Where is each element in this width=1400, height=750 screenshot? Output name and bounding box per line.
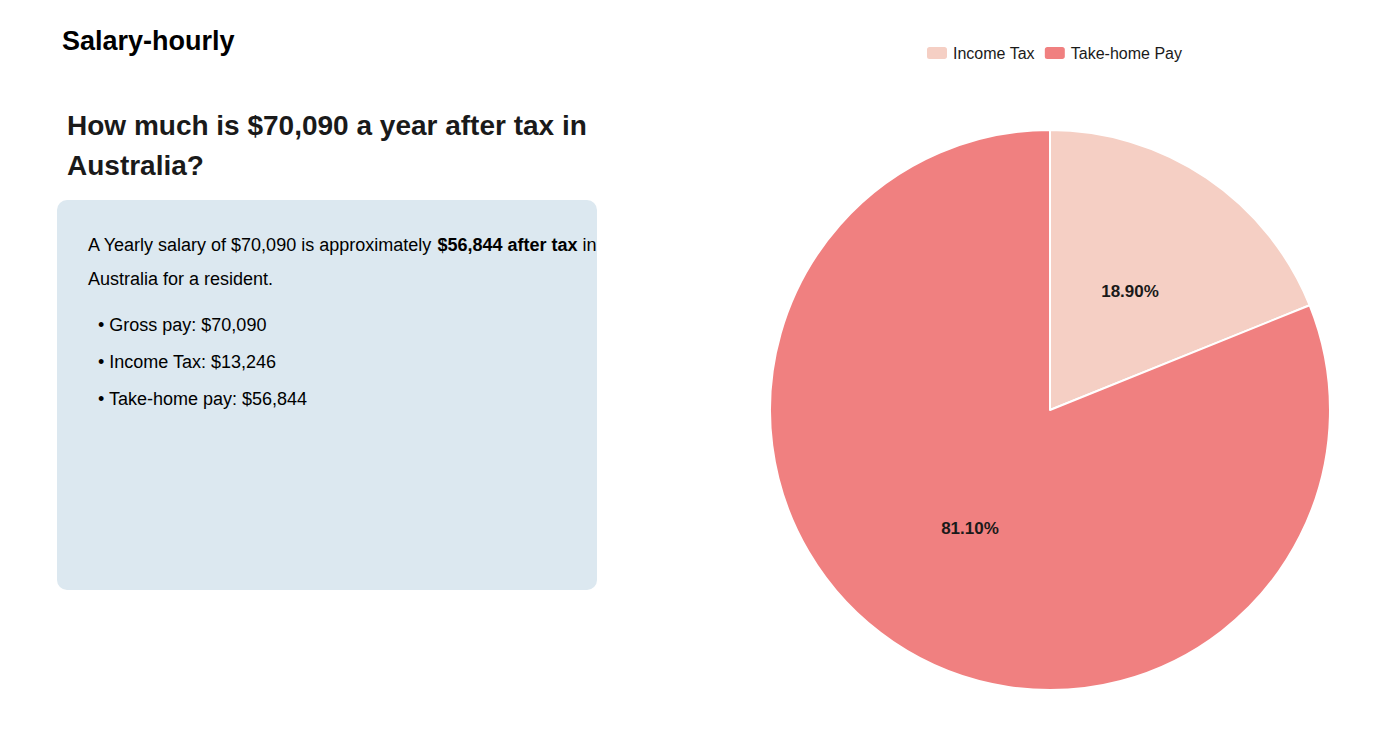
svg-text:Income Tax: Income Tax [953, 45, 1035, 62]
svg-text:alary-hourly: alary-hourly [80, 26, 235, 56]
svg-text:• Take-home pay: $56,844: • Take-home pay: $56,844 [98, 389, 307, 409]
svg-text:Australia?: Australia? [67, 150, 204, 181]
svg-text:18.90%: 18.90% [1101, 282, 1159, 301]
svg-text:Australia for a resident.: Australia for a resident. [88, 269, 273, 289]
svg-text:• Income Tax: $13,246: • Income Tax: $13,246 [98, 352, 276, 372]
svg-text:$56,844 after tax: $56,844 after tax [438, 235, 578, 255]
svg-text:S: S [62, 26, 80, 56]
svg-text:81.10%: 81.10% [941, 519, 999, 538]
svg-text:A Yearly salary of $70,090 is: A Yearly salary of $70,090 is approximat… [88, 235, 436, 255]
svg-text:in: in [578, 235, 597, 255]
svg-text:• Gross pay: $70,090: • Gross pay: $70,090 [98, 315, 266, 335]
svg-text:Take-home Pay: Take-home Pay [1071, 45, 1182, 62]
svg-text:How much is $70,090 a year aft: How much is $70,090 a year after tax in [67, 110, 587, 141]
